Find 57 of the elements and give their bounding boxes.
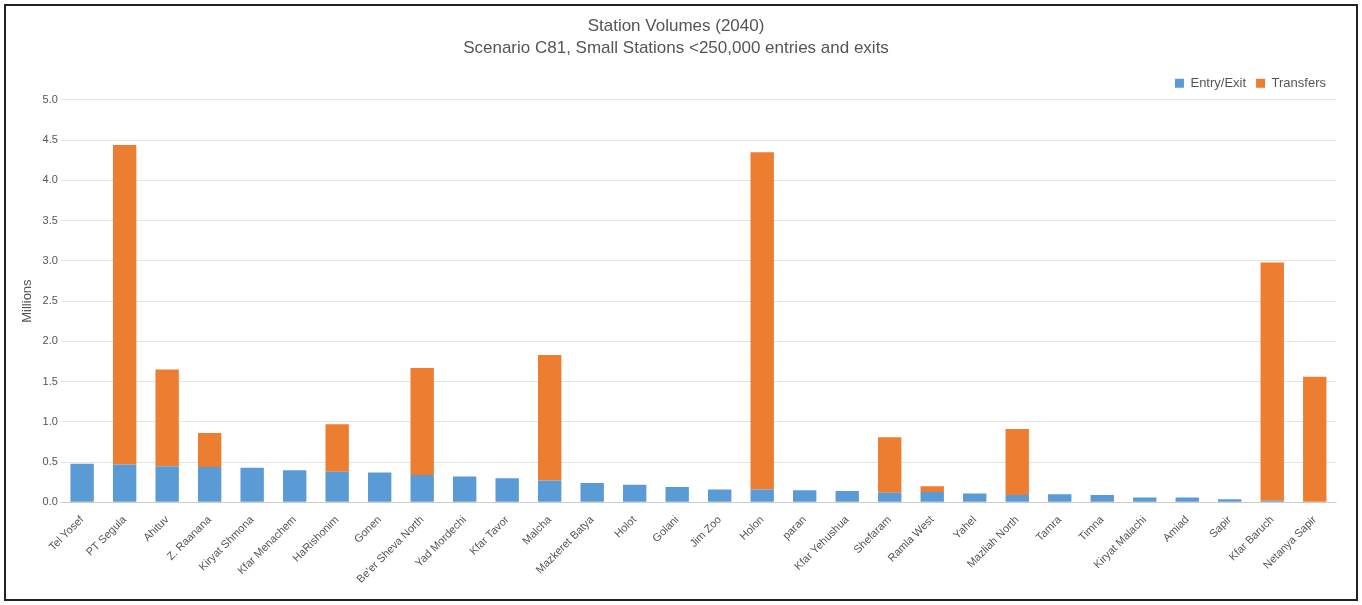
bar (282, 470, 307, 502)
bar (410, 474, 434, 502)
bar (1048, 494, 1072, 502)
bar (1090, 495, 1114, 502)
bar (538, 480, 562, 502)
bar (197, 466, 222, 502)
bar (750, 152, 774, 490)
legend-label: Transfers (1271, 74, 1327, 90)
bar (1260, 262, 1284, 501)
y-tick-label: 5.0 (42, 92, 58, 105)
y-tick-label: 4.5 (42, 133, 58, 146)
y-tick-label: 0.0 (42, 495, 58, 508)
bar (835, 491, 859, 502)
bar (112, 464, 137, 502)
bar (623, 484, 647, 502)
bar (240, 467, 264, 502)
chart-title: Station Volumes (2040) (587, 15, 765, 35)
bar (538, 355, 562, 481)
bar (580, 483, 604, 502)
bar (920, 486, 944, 492)
bar (1303, 376, 1327, 502)
bar (410, 367, 434, 475)
bar (155, 466, 179, 502)
bar (878, 492, 902, 502)
bar (112, 144, 137, 465)
y-tick-label: 2.0 (42, 334, 58, 347)
legend-label: Entry/Exit (1190, 74, 1247, 90)
bar (70, 463, 94, 502)
bar (665, 487, 689, 502)
x-tick-label: Jim Zoo (687, 513, 724, 550)
bar (708, 489, 732, 502)
bar (495, 478, 519, 502)
y-tick-label: 0.5 (42, 455, 58, 468)
bar (367, 472, 392, 502)
bar (155, 369, 179, 467)
bar (1005, 495, 1029, 502)
y-tick-label: 1.5 (42, 374, 58, 387)
bar (1133, 497, 1157, 502)
bar (1175, 497, 1199, 502)
bar (325, 471, 349, 502)
bar (878, 437, 902, 493)
bar (197, 433, 222, 467)
y-tick-label: 2.5 (42, 294, 58, 307)
chart-subtitle: Scenario C81, Small Stations <250,000 entries and exits (463, 38, 889, 58)
bar (750, 489, 774, 502)
bar (920, 491, 944, 502)
bar (452, 476, 477, 502)
y-tick-label: 3.5 (42, 213, 58, 226)
bar (793, 490, 817, 502)
y-tick-label: 3.0 (42, 253, 58, 266)
bar (1005, 429, 1029, 496)
bar (963, 493, 987, 502)
y-axis-title: Millions (19, 278, 35, 323)
y-tick-label: 4.0 (42, 173, 58, 186)
bar (1218, 499, 1242, 502)
y-tick-label: 1.0 (42, 414, 58, 427)
bar (325, 424, 349, 472)
